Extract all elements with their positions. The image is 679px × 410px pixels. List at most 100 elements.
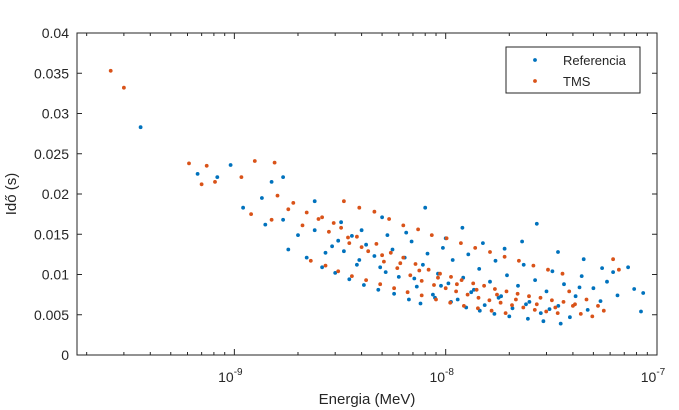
data-point-tms	[459, 241, 463, 246]
data-point-tms	[555, 311, 560, 315]
legend-box	[505, 46, 641, 94]
data-point-referencia	[626, 265, 630, 270]
data-point-referencia	[527, 300, 532, 304]
data-point-referencia	[598, 299, 603, 303]
data-point-referencia	[605, 279, 609, 284]
data-point-referencia	[296, 233, 300, 238]
data-point-referencia	[228, 163, 233, 167]
data-point-referencia	[496, 295, 501, 300]
data-point-tms	[510, 303, 514, 307]
data-point-referencia	[573, 294, 578, 299]
data-point-tms	[331, 221, 336, 225]
data-point-tms	[187, 161, 191, 166]
data-point-tms	[320, 215, 324, 220]
data-point-tms	[357, 205, 362, 210]
data-point-referencia	[378, 265, 383, 270]
data-point-referencia	[441, 246, 445, 250]
data-point-tms	[392, 286, 396, 291]
data-point-tms	[316, 217, 321, 221]
data-point-tms	[454, 289, 458, 294]
data-point-tms	[436, 275, 440, 280]
y-tick-label: 0.01	[42, 267, 69, 283]
data-point-referencia	[533, 278, 537, 282]
data-point-tms	[364, 278, 368, 282]
data-point-tms	[578, 312, 583, 316]
data-point-referencia	[466, 252, 471, 257]
data-point-tms	[550, 298, 554, 303]
data-point-tms	[515, 291, 520, 296]
data-point-referencia	[502, 246, 507, 251]
data-point-tms	[395, 266, 400, 270]
plot-points	[108, 68, 646, 326]
data-point-tms	[498, 300, 503, 305]
data-point-tms	[401, 223, 406, 228]
data-point-referencia	[641, 291, 646, 295]
data-point-tms	[504, 289, 509, 294]
data-point-tms	[308, 258, 313, 263]
data-point-tms	[199, 182, 204, 187]
data-point-tms	[544, 309, 549, 314]
data-point-referencia	[446, 281, 451, 286]
data-point-referencia	[312, 228, 317, 233]
data-point-referencia	[320, 265, 324, 270]
data-point-referencia	[556, 304, 561, 308]
data-point-referencia	[600, 266, 604, 270]
x-tick-label: 10-9	[218, 367, 243, 385]
data-point-tms	[252, 159, 257, 163]
data-point-referencia	[550, 269, 555, 274]
y-tick-label: 0.005	[34, 307, 69, 323]
data-point-tms	[426, 267, 431, 272]
data-point-referencia	[336, 238, 341, 243]
x-tick-label: 10-8	[429, 367, 454, 385]
data-point-tms	[249, 212, 254, 217]
data-point-referencia	[347, 277, 352, 282]
legend-marker-tms	[533, 79, 537, 83]
data-point-referencia	[312, 199, 317, 204]
data-point-tms	[503, 311, 508, 315]
data-point-referencia	[534, 221, 539, 226]
y-tick-label: 0.02	[42, 186, 69, 202]
x-axis: 10-9 10-8 10-7	[86, 33, 666, 385]
data-point-tms	[532, 308, 537, 312]
data-point-referencia	[579, 274, 584, 278]
data-point-tms	[108, 68, 113, 73]
data-point-tms	[346, 235, 350, 240]
data-point-tms	[553, 305, 558, 310]
data-point-referencia	[355, 262, 359, 267]
data-point-referencia	[263, 222, 268, 227]
data-point-referencia	[195, 172, 200, 176]
data-point-tms	[521, 305, 526, 310]
data-point-tms	[372, 209, 377, 214]
data-point-tms	[474, 287, 479, 292]
data-point-tms	[448, 300, 453, 305]
legend: Referencia TMS	[505, 46, 641, 94]
data-point-referencia	[376, 287, 381, 292]
data-point-referencia	[526, 316, 530, 321]
y-tick-label: 0.025	[34, 146, 69, 162]
data-point-referencia	[460, 225, 465, 230]
data-point-tms	[617, 267, 621, 272]
data-point-referencia	[544, 289, 549, 294]
data-point-referencia	[611, 270, 615, 274]
y-axis: 0 0.005 0.01 0.015 0.02 0.025 0.03 0.035 0.04	[34, 25, 657, 363]
data-point-tms	[380, 253, 384, 258]
data-point-referencia	[488, 279, 492, 284]
data-point-tms	[300, 223, 305, 228]
data-point-tms	[323, 263, 328, 268]
data-point-tms	[269, 217, 274, 222]
data-point-referencia	[521, 262, 526, 267]
data-point-referencia	[581, 257, 586, 262]
data-point-referencia	[492, 312, 497, 316]
y-tick-label: 0.035	[34, 65, 69, 81]
data-point-referencia	[241, 205, 246, 210]
data-point-tms	[462, 304, 466, 308]
data-point-tms	[387, 217, 391, 221]
data-point-tms	[459, 278, 464, 282]
data-point-referencia	[269, 180, 274, 184]
data-point-referencia	[409, 239, 414, 244]
data-point-tms	[567, 289, 572, 294]
legend-label-tms: TMS	[563, 74, 591, 89]
data-point-tms	[438, 271, 442, 276]
data-point-tms	[571, 304, 575, 308]
